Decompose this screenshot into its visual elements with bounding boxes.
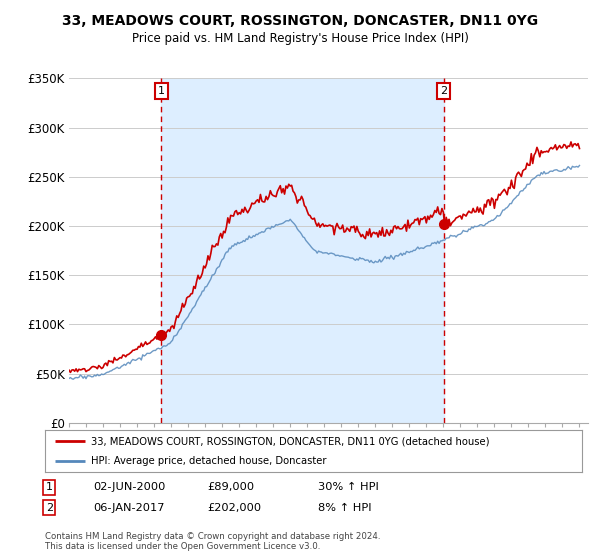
Text: £202,000: £202,000 <box>207 503 261 513</box>
Text: 06-JAN-2017: 06-JAN-2017 <box>93 503 164 513</box>
Text: 2: 2 <box>46 503 53 513</box>
Text: HPI: Average price, detached house, Doncaster: HPI: Average price, detached house, Donc… <box>91 456 326 466</box>
Text: 30% ↑ HPI: 30% ↑ HPI <box>318 482 379 492</box>
Text: 2: 2 <box>440 86 447 96</box>
Text: 33, MEADOWS COURT, ROSSINGTON, DONCASTER, DN11 0YG: 33, MEADOWS COURT, ROSSINGTON, DONCASTER… <box>62 14 538 28</box>
Text: 8% ↑ HPI: 8% ↑ HPI <box>318 503 371 513</box>
Text: 33, MEADOWS COURT, ROSSINGTON, DONCASTER, DN11 0YG (detached house): 33, MEADOWS COURT, ROSSINGTON, DONCASTER… <box>91 436 489 446</box>
Text: 02-JUN-2000: 02-JUN-2000 <box>93 482 166 492</box>
Bar <box>161 78 444 423</box>
Text: Price paid vs. HM Land Registry's House Price Index (HPI): Price paid vs. HM Land Registry's House … <box>131 32 469 45</box>
Text: Contains HM Land Registry data © Crown copyright and database right 2024.
This d: Contains HM Land Registry data © Crown c… <box>45 532 380 552</box>
Text: 1: 1 <box>46 482 53 492</box>
Text: 1: 1 <box>158 86 165 96</box>
Text: £89,000: £89,000 <box>207 482 254 492</box>
